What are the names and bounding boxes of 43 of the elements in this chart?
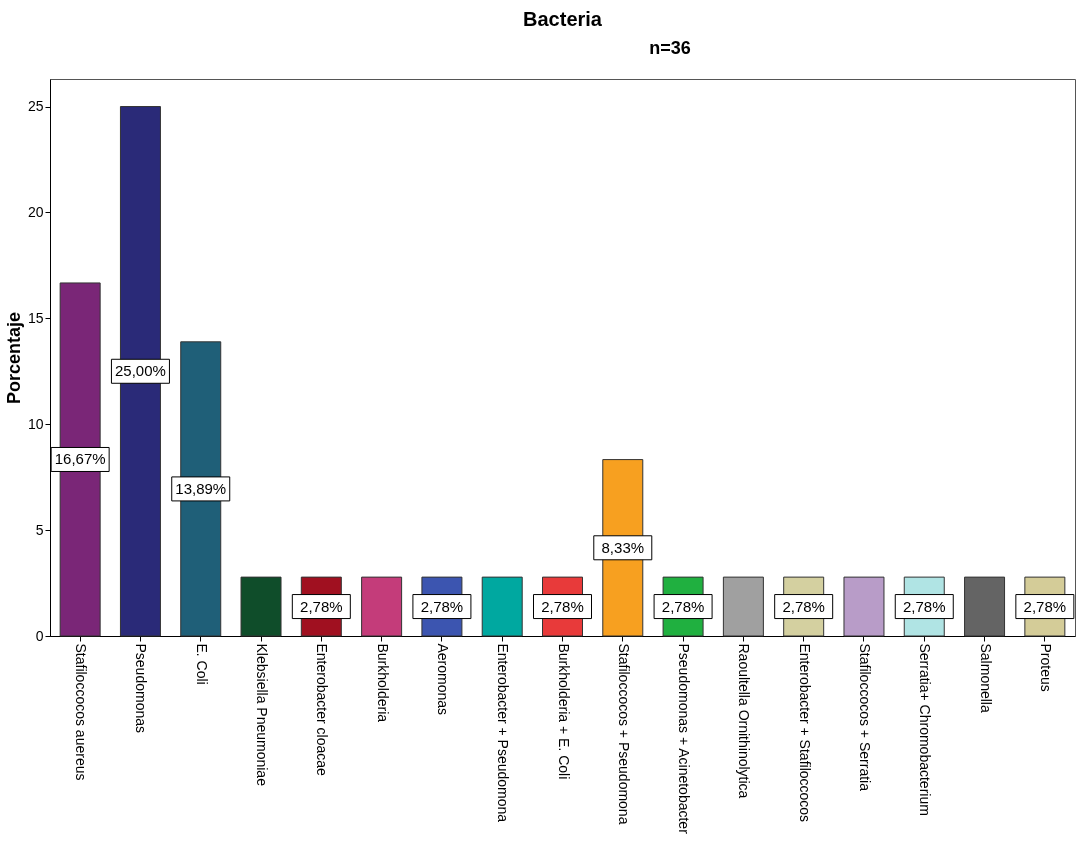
data-label: 2,78% [902, 597, 946, 615]
x-tick-label: Salmonella [977, 643, 994, 713]
data-label: 2,78% [420, 597, 464, 615]
x-tick-label: E. Coli [193, 643, 210, 685]
text: n=36 [649, 38, 691, 58]
x-tick-label: Burkholderia + E. Coli [555, 643, 572, 780]
bar [843, 576, 885, 637]
bar [361, 576, 403, 637]
data-label: 13,89% [175, 479, 227, 497]
data-label: 8,33% [601, 538, 645, 556]
x-tick-label: Raoultella Ornithinolytica [736, 643, 753, 799]
x-tick-label: Stafiloccocos + Pseudomona [615, 643, 632, 825]
x-tick-label: Stafiloccocos auereus [73, 643, 90, 781]
data-label: 25,00% [115, 362, 166, 380]
y-tick-label: 15 [27, 309, 44, 326]
data-label: 2,78% [661, 597, 705, 615]
data-label: 16,67% [54, 450, 106, 468]
x-tick-label: Pseudomonas + Acinetobacter [676, 643, 693, 835]
x-tick-label: Enterobacter + Pseudomona [495, 643, 512, 823]
y-tick-label: 10 [27, 415, 44, 432]
x-tick-label: Enterobacter cloacae [314, 643, 331, 777]
y-axis-title: Porcentaje [3, 311, 24, 405]
data-label: 2,78% [541, 597, 584, 615]
y-tick-label: 20 [27, 203, 44, 220]
y-tick-label: 25 [27, 98, 44, 115]
bar [240, 576, 282, 637]
bar [722, 576, 764, 637]
x-tick-label: Proteus [1037, 643, 1054, 692]
x-tick-label: Serratia+ Chromobacterium [917, 643, 934, 816]
y-tick-label: 0 [35, 627, 44, 644]
data-label: 2,78% [1023, 597, 1067, 615]
x-tick-label: Stafiloccocos + Serratia [856, 643, 873, 792]
x-tick-label: Enterobacter + Stafiloccocos [796, 643, 813, 823]
x-tick-label: Klebsiella Pneumoniae [254, 643, 271, 787]
bar [481, 576, 523, 637]
y-tick-label: 5 [35, 521, 44, 538]
data-label: 2,78% [300, 597, 343, 615]
data-label: 2,78% [782, 597, 825, 615]
x-tick-label: Pseudomonas [133, 643, 150, 734]
x-tick-label: Aeromonas [434, 643, 451, 716]
chart-title: Bacteria [523, 8, 603, 30]
x-tick-label: Burkholderia [374, 643, 391, 723]
bar [964, 576, 1006, 637]
